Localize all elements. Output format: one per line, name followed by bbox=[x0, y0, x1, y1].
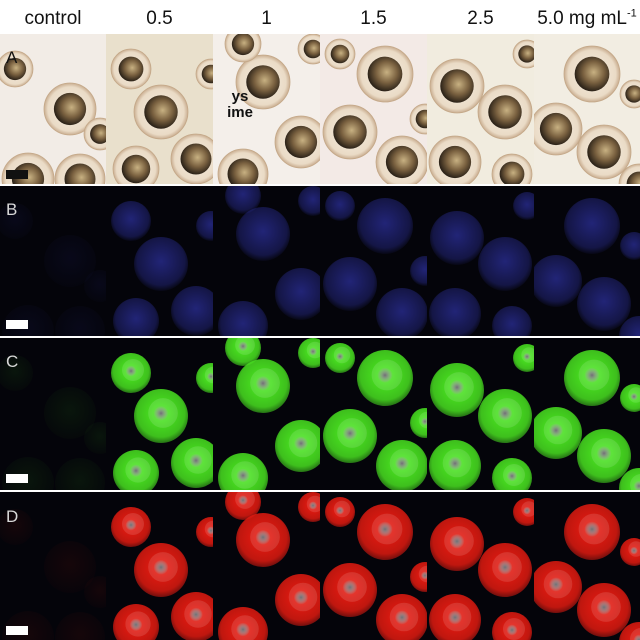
panel-a-col4 bbox=[320, 34, 427, 184]
panel-b-col2 bbox=[106, 186, 213, 336]
column-label-5-0-superscript: -1 bbox=[626, 7, 637, 20]
panel-d-col4 bbox=[320, 492, 427, 640]
panel-a-col2 bbox=[106, 34, 213, 184]
row-label-d: D bbox=[6, 507, 19, 526]
panel-c-col1 bbox=[0, 338, 106, 490]
column-label-5-0: 5.0 mg mL-1 bbox=[534, 4, 640, 34]
scale-bar-a bbox=[6, 170, 28, 179]
annotation-yolk-sac: ys bbox=[231, 88, 249, 105]
panel-c-col2 bbox=[106, 338, 213, 490]
row-label-a: A bbox=[6, 48, 18, 67]
panel-d-col1 bbox=[0, 492, 106, 640]
column-label-control: control bbox=[24, 8, 82, 29]
scale-bar-c bbox=[6, 474, 28, 483]
panel-a-col6 bbox=[534, 34, 640, 184]
column-label-1-5: 1.5 bbox=[360, 8, 387, 29]
panel-b-col4 bbox=[320, 186, 427, 336]
panel-b-col6 bbox=[534, 186, 640, 336]
panel-b-col1 bbox=[0, 186, 106, 336]
panel-d-col3 bbox=[213, 492, 320, 640]
panel-c-col6 bbox=[534, 338, 640, 490]
row-label-c: C bbox=[6, 352, 19, 371]
panel-a-col5 bbox=[427, 34, 534, 184]
panel-c-col4 bbox=[320, 338, 427, 490]
panel-a-col1 bbox=[0, 34, 106, 184]
panel-d-col2 bbox=[106, 492, 213, 640]
scale-bar-d bbox=[6, 626, 28, 635]
column-label-5-0-main: 5.0 mg mL bbox=[537, 8, 627, 29]
panel-b-col5 bbox=[427, 186, 534, 336]
panel-c-col3 bbox=[213, 338, 320, 490]
panel-b-col3 bbox=[213, 186, 320, 336]
row-label-b: B bbox=[6, 200, 18, 219]
column-label-2-5: 2.5 bbox=[467, 8, 494, 29]
panel-d-col6 bbox=[534, 492, 640, 640]
column-label-1: 1 bbox=[261, 8, 272, 29]
annotation-ime: ime bbox=[227, 104, 253, 121]
panel-a-col3 bbox=[213, 34, 320, 184]
scale-bar-b bbox=[6, 320, 28, 329]
panel-d-col5 bbox=[427, 492, 534, 640]
column-label-0-5: 0.5 bbox=[146, 8, 173, 29]
panel-c-col5 bbox=[427, 338, 534, 490]
